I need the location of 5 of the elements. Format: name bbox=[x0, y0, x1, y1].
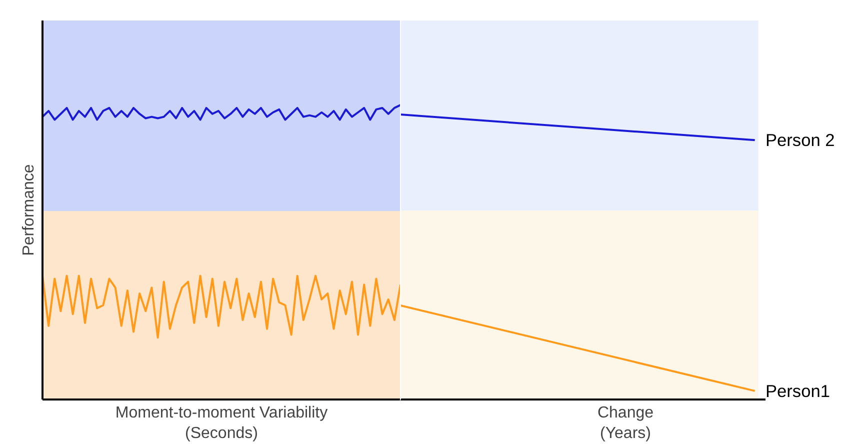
series-label: Person1 bbox=[765, 380, 830, 401]
x-axis-title: Change (Years) bbox=[597, 404, 654, 442]
x-axis-title: Moment-to-moment Variability (Seconds) bbox=[115, 404, 328, 442]
y-axis-title: Performance bbox=[20, 164, 38, 256]
series-label: Person 2 bbox=[765, 130, 835, 150]
